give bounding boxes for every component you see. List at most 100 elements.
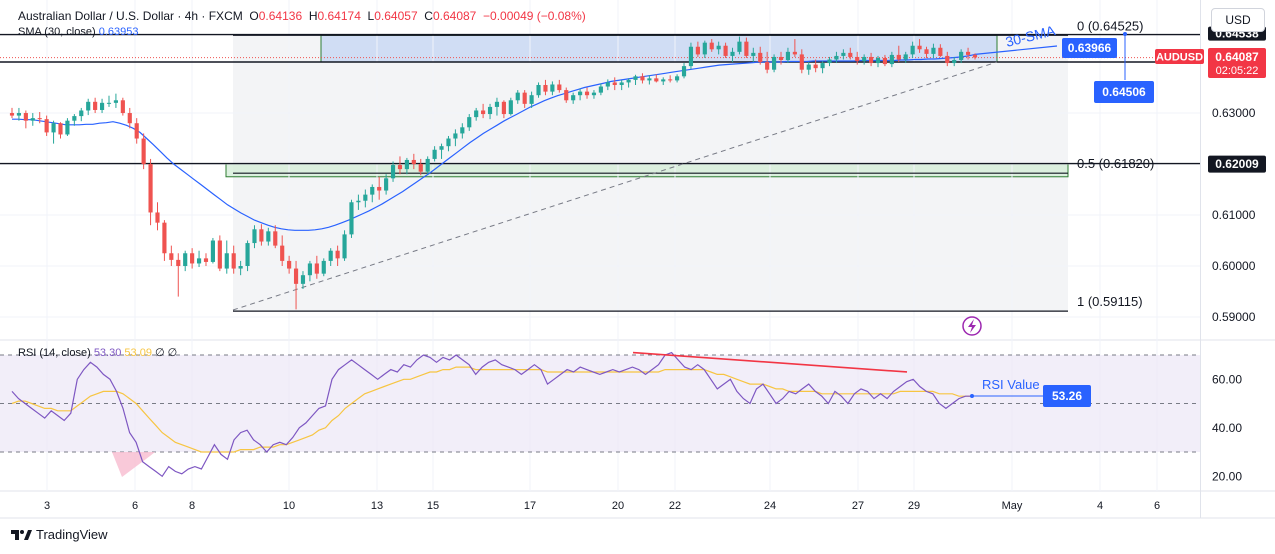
candle-body bbox=[584, 91, 590, 96]
time-tick-label: 27 bbox=[852, 500, 864, 512]
candle-body bbox=[487, 106, 493, 115]
candle-body bbox=[889, 54, 894, 65]
time-tick-label: 4 bbox=[1097, 500, 1103, 512]
candle-body bbox=[79, 110, 84, 117]
candle-body bbox=[321, 260, 326, 274]
candle-body bbox=[612, 82, 617, 85]
candle-body bbox=[972, 54, 978, 58]
divergence-line bbox=[632, 351, 908, 373]
candle-body bbox=[148, 164, 153, 213]
candle-body bbox=[224, 253, 229, 269]
candle-body bbox=[349, 202, 354, 235]
time-tick-label: 6 bbox=[1154, 500, 1160, 512]
symbol-title[interactable]: Australian Dollar / U.S. Dollar · 4h · F… bbox=[18, 9, 243, 23]
candle-body bbox=[709, 42, 714, 50]
candle-body bbox=[494, 101, 500, 107]
currency-button[interactable]: USD bbox=[1211, 8, 1265, 32]
candle-body bbox=[931, 47, 936, 54]
candle-body bbox=[162, 222, 167, 254]
candle-body bbox=[404, 159, 409, 170]
candle-body bbox=[134, 123, 139, 139]
fib-label: 0.5 (0.61820) bbox=[1077, 156, 1154, 171]
candle-body bbox=[190, 253, 195, 264]
candle-body bbox=[813, 64, 818, 69]
low-label: L bbox=[367, 9, 375, 23]
sma-header[interactable]: SMA (30, close) 0.63953 bbox=[18, 26, 138, 38]
time-tick-label: 8 bbox=[189, 500, 195, 512]
candle-body bbox=[598, 86, 603, 93]
candle-body bbox=[58, 123, 63, 135]
tradingview-logo[interactable]: TradingView bbox=[10, 527, 108, 542]
close-label: C bbox=[424, 9, 433, 23]
candle-body bbox=[30, 118, 35, 121]
candle-body bbox=[363, 194, 368, 201]
countdown-badge: 02:05:22 bbox=[1216, 65, 1259, 77]
candle-body bbox=[633, 76, 638, 80]
brand-name: TradingView bbox=[36, 527, 108, 542]
candle-body bbox=[605, 82, 610, 87]
time-tick-label: 3 bbox=[44, 500, 50, 512]
candle-body bbox=[280, 245, 285, 261]
candle-body bbox=[474, 110, 479, 118]
candle-body bbox=[467, 117, 472, 128]
ohlc-header: Australian Dollar / U.S. Dollar · 4h · F… bbox=[18, 9, 586, 23]
candle-body bbox=[245, 243, 250, 267]
candle-body bbox=[418, 164, 423, 172]
price-tick-label: 0.63000 bbox=[1212, 106, 1256, 120]
candle-body bbox=[314, 263, 319, 274]
candle-body bbox=[377, 186, 382, 191]
candle-body bbox=[127, 113, 132, 124]
candle-body bbox=[806, 64, 811, 70]
rsi-oversold-fill bbox=[112, 452, 155, 477]
lightning-icon-ring bbox=[962, 316, 982, 336]
candle-body bbox=[439, 146, 444, 150]
sma-line bbox=[12, 53, 976, 231]
candle-body bbox=[841, 52, 846, 56]
close-value: 0.64087 bbox=[432, 9, 477, 23]
candle-body bbox=[910, 45, 915, 55]
symbol-badge: AUDUSD bbox=[1156, 52, 1203, 64]
rsi-extra-2: ∅ bbox=[167, 347, 178, 359]
candle-body bbox=[758, 52, 763, 63]
candle-body bbox=[792, 51, 797, 55]
level-badge-0620: 0.62009 bbox=[1215, 157, 1259, 171]
candle-body bbox=[501, 101, 506, 115]
rsi-ma-value: 53.09 bbox=[124, 347, 152, 359]
rsi-ma-line bbox=[11, 366, 972, 453]
candle-body bbox=[23, 113, 28, 121]
price-tick-label: 0.60000 bbox=[1212, 259, 1256, 273]
rsi-tick-label: 40.00 bbox=[1212, 421, 1242, 435]
rsi-callout-bg bbox=[1043, 385, 1091, 407]
candle-body bbox=[65, 120, 70, 135]
rsi-line bbox=[11, 351, 972, 478]
candle-body bbox=[938, 47, 943, 56]
candle-body bbox=[370, 186, 375, 195]
rsi-extra-1: ∅ bbox=[155, 347, 165, 359]
time-tick-label: 29 bbox=[908, 500, 920, 512]
candle-body bbox=[591, 92, 597, 96]
high-label: H bbox=[308, 9, 318, 23]
candle-body bbox=[37, 118, 42, 120]
tradingview-icon bbox=[11, 529, 32, 540]
candle-body bbox=[661, 79, 666, 82]
candle-body bbox=[564, 90, 569, 101]
candle-body bbox=[176, 259, 181, 267]
candle-body bbox=[785, 51, 791, 61]
candle-body bbox=[335, 250, 340, 259]
candle-body bbox=[522, 92, 527, 104]
candle-body bbox=[210, 240, 215, 262]
candle-body bbox=[896, 54, 901, 60]
open-value: 0.64136 bbox=[258, 9, 303, 23]
candle-body bbox=[300, 275, 306, 284]
candle-body bbox=[44, 119, 49, 133]
candle-body bbox=[723, 45, 728, 56]
time-tick-label: 6 bbox=[132, 500, 138, 512]
candle-body bbox=[196, 258, 202, 264]
candle-body bbox=[744, 41, 749, 56]
rsi-header[interactable]: RSI (14, close) 53.30 53.09 ∅ ∅ bbox=[18, 346, 177, 359]
candle-body bbox=[508, 100, 513, 115]
candle-body bbox=[86, 101, 91, 111]
candle-body bbox=[203, 258, 209, 262]
candle-body bbox=[917, 45, 922, 50]
